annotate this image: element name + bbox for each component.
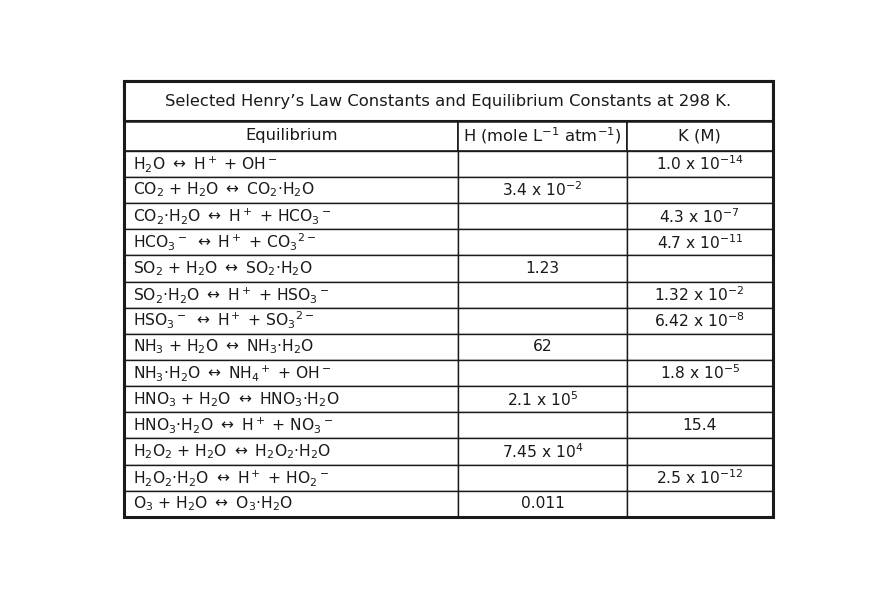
Bar bbox=[458, 308, 626, 334]
Bar bbox=[124, 177, 458, 203]
Bar bbox=[458, 177, 626, 203]
Bar bbox=[458, 229, 626, 255]
Bar bbox=[124, 439, 458, 465]
Bar bbox=[458, 203, 626, 229]
Text: 2.1 x 10$^{5}$: 2.1 x 10$^{5}$ bbox=[507, 390, 578, 408]
Text: CO$_2$ + H$_2$O $\leftrightarrow$ CO$_2$$\cdot$H$_2$O: CO$_2$ + H$_2$O $\leftrightarrow$ CO$_2$… bbox=[133, 181, 315, 200]
Text: 62: 62 bbox=[533, 339, 552, 355]
Bar bbox=[626, 439, 773, 465]
Text: HCO$_3$$^-$ $\leftrightarrow$ H$^+$ + CO$_3$$^{2-}$: HCO$_3$$^-$ $\leftrightarrow$ H$^+$ + CO… bbox=[133, 231, 316, 253]
Bar bbox=[626, 282, 773, 308]
Text: NH$_3$$\cdot$H$_2$O $\leftrightarrow$ NH$_4$$^+$ + OH$^-$: NH$_3$$\cdot$H$_2$O $\leftrightarrow$ NH… bbox=[133, 363, 332, 383]
Bar bbox=[458, 334, 626, 360]
Text: 2.5 x 10$^{-12}$: 2.5 x 10$^{-12}$ bbox=[656, 468, 744, 487]
Text: SO$_2$$\cdot$H$_2$O $\leftrightarrow$ H$^+$ + HSO$_3$$^-$: SO$_2$$\cdot$H$_2$O $\leftrightarrow$ H$… bbox=[133, 285, 330, 305]
Bar bbox=[124, 255, 458, 282]
Text: H$_2$O $\leftrightarrow$ H$^+$ + OH$^-$: H$_2$O $\leftrightarrow$ H$^+$ + OH$^-$ bbox=[133, 154, 278, 174]
Text: CO$_2$$\cdot$H$_2$O $\leftrightarrow$ H$^+$ + HCO$_3$$^-$: CO$_2$$\cdot$H$_2$O $\leftrightarrow$ H$… bbox=[133, 206, 332, 226]
Text: H$_2$O$_2$$\cdot$H$_2$O $\leftrightarrow$ H$^+$ + HO$_2$$^-$: H$_2$O$_2$$\cdot$H$_2$O $\leftrightarrow… bbox=[133, 468, 329, 488]
Text: 6.42 x 10$^{-8}$: 6.42 x 10$^{-8}$ bbox=[654, 311, 745, 330]
Bar bbox=[124, 121, 458, 151]
Bar bbox=[626, 465, 773, 491]
Bar bbox=[626, 360, 773, 386]
Bar bbox=[626, 386, 773, 412]
Text: 4.7 x 10$^{-11}$: 4.7 x 10$^{-11}$ bbox=[656, 233, 743, 252]
Bar bbox=[458, 465, 626, 491]
Bar bbox=[458, 412, 626, 439]
Bar bbox=[124, 360, 458, 386]
Bar bbox=[626, 151, 773, 177]
Text: H$_2$O$_2$ + H$_2$O $\leftrightarrow$ H$_2$O$_2$$\cdot$H$_2$O: H$_2$O$_2$ + H$_2$O $\leftrightarrow$ H$… bbox=[133, 442, 332, 461]
Text: 1.8 x 10$^{-5}$: 1.8 x 10$^{-5}$ bbox=[660, 363, 739, 382]
Bar bbox=[626, 177, 773, 203]
Bar bbox=[626, 121, 773, 151]
Bar bbox=[124, 491, 458, 517]
Bar bbox=[124, 334, 458, 360]
Bar bbox=[458, 282, 626, 308]
Bar bbox=[458, 151, 626, 177]
Bar bbox=[626, 491, 773, 517]
Bar bbox=[124, 465, 458, 491]
Bar bbox=[626, 203, 773, 229]
Text: 1.32 x 10$^{-2}$: 1.32 x 10$^{-2}$ bbox=[654, 285, 745, 304]
Bar bbox=[458, 491, 626, 517]
Bar bbox=[124, 386, 458, 412]
Text: HNO$_3$$\cdot$H$_2$O $\leftrightarrow$ H$^+$ + NO$_3$$^-$: HNO$_3$$\cdot$H$_2$O $\leftrightarrow$ H… bbox=[133, 416, 333, 435]
Bar bbox=[124, 203, 458, 229]
Bar bbox=[626, 334, 773, 360]
Bar bbox=[124, 412, 458, 439]
Text: H (mole L$^{-1}$ atm$^{-1}$): H (mole L$^{-1}$ atm$^{-1}$) bbox=[463, 126, 621, 146]
Bar bbox=[626, 229, 773, 255]
Bar bbox=[458, 255, 626, 282]
Text: NH$_3$ + H$_2$O $\leftrightarrow$ NH$_3$$\cdot$H$_2$O: NH$_3$ + H$_2$O $\leftrightarrow$ NH$_3$… bbox=[133, 337, 314, 356]
Text: 7.45 x 10$^{4}$: 7.45 x 10$^{4}$ bbox=[501, 442, 584, 461]
Bar bbox=[458, 386, 626, 412]
Text: HNO$_3$ + H$_2$O $\leftrightarrow$ HNO$_3$$\cdot$H$_2$O: HNO$_3$ + H$_2$O $\leftrightarrow$ HNO$_… bbox=[133, 390, 340, 408]
Text: K (M): K (M) bbox=[678, 128, 721, 143]
Text: SO$_2$ + H$_2$O $\leftrightarrow$ SO$_2$$\cdot$H$_2$O: SO$_2$ + H$_2$O $\leftrightarrow$ SO$_2$… bbox=[133, 259, 312, 278]
Text: HSO$_3$$^-$ $\leftrightarrow$ H$^+$ + SO$_3$$^{2-}$: HSO$_3$$^-$ $\leftrightarrow$ H$^+$ + SO… bbox=[133, 310, 314, 332]
Bar bbox=[626, 412, 773, 439]
Bar bbox=[124, 282, 458, 308]
Text: 3.4 x 10$^{-2}$: 3.4 x 10$^{-2}$ bbox=[502, 181, 583, 200]
Bar bbox=[124, 308, 458, 334]
Text: 1.23: 1.23 bbox=[525, 261, 559, 276]
Text: 0.011: 0.011 bbox=[521, 496, 564, 511]
Bar bbox=[458, 360, 626, 386]
Bar bbox=[626, 255, 773, 282]
Bar bbox=[124, 229, 458, 255]
Bar bbox=[458, 121, 626, 151]
Bar bbox=[626, 308, 773, 334]
Text: 4.3 x 10$^{-7}$: 4.3 x 10$^{-7}$ bbox=[660, 207, 740, 226]
Bar bbox=[124, 81, 773, 121]
Text: O$_3$ + H$_2$O $\leftrightarrow$ O$_3$$\cdot$H$_2$O: O$_3$ + H$_2$O $\leftrightarrow$ O$_3$$\… bbox=[133, 494, 293, 513]
Text: Equilibrium: Equilibrium bbox=[245, 128, 338, 143]
Text: Selected Henry’s Law Constants and Equilibrium Constants at 298 K.: Selected Henry’s Law Constants and Equil… bbox=[165, 94, 732, 108]
Bar bbox=[124, 151, 458, 177]
Text: 1.0 x 10$^{-14}$: 1.0 x 10$^{-14}$ bbox=[655, 155, 744, 173]
Text: 15.4: 15.4 bbox=[682, 418, 717, 433]
Bar bbox=[458, 439, 626, 465]
